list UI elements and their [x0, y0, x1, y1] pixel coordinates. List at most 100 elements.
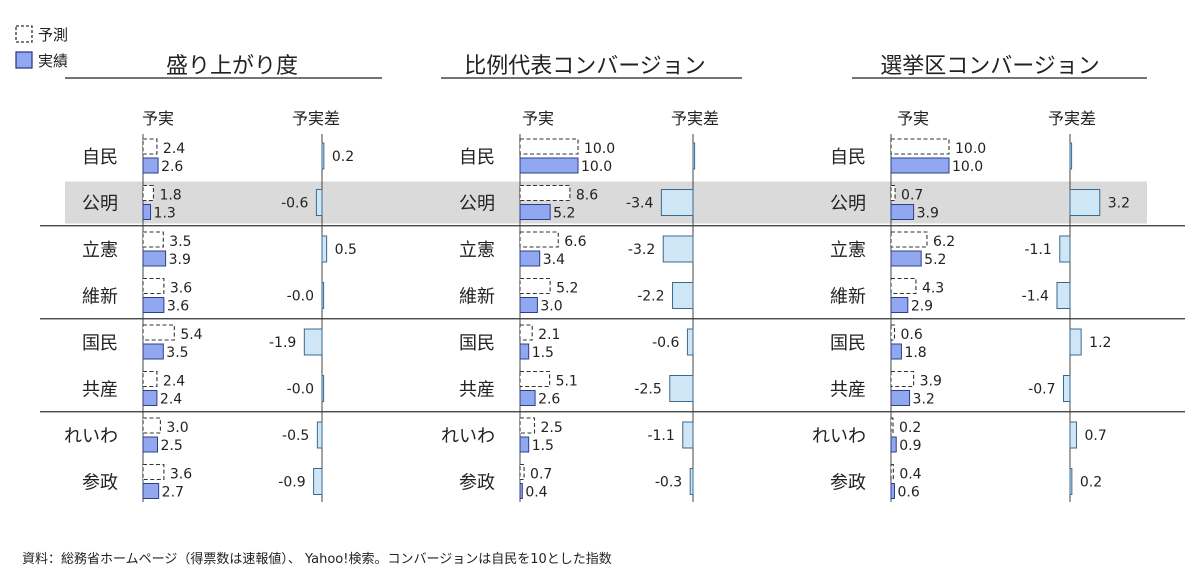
forecast-bar [890, 324, 896, 341]
forecast-value-label: 6.6 [564, 234, 586, 250]
column-header-forecast-actual: 予実 [897, 109, 929, 128]
forecast-bar [142, 324, 175, 341]
difference-bar [315, 189, 323, 216]
difference-value-label: 0.5 [335, 242, 357, 258]
actual-bar [519, 250, 541, 267]
actual-value-label: 1.8 [904, 345, 926, 361]
legend-forecast-label: 予測 [38, 26, 68, 44]
actual-value-label: 5.2 [553, 206, 575, 222]
forecast-bar [519, 184, 571, 202]
difference-bar [662, 235, 694, 263]
panel-title: 比例代表コンバージョン [464, 54, 706, 79]
actual-bar [890, 390, 911, 406]
difference-value-label: -0.3 [655, 475, 682, 491]
difference-value-label: 0.2 [332, 149, 354, 165]
column-header-forecast-actual: 予実 [522, 109, 554, 128]
forecast-bar [890, 277, 917, 295]
actual-value-label: 0.9 [899, 438, 921, 454]
actual-bar [890, 250, 922, 267]
forecast-value-label: 5.2 [556, 281, 578, 297]
difference-value-label: -1.1 [647, 428, 674, 444]
forecast-value-label: 0.7 [530, 467, 552, 483]
actual-bar [890, 297, 909, 313]
difference-bar [321, 235, 328, 263]
forecast-bar [519, 138, 579, 155]
difference-value-label: 3.2 [1108, 196, 1130, 212]
actual-value-label: 3.2 [913, 392, 935, 408]
actual-value-label: 10.0 [952, 159, 983, 175]
difference-value-label: -1.4 [1022, 289, 1049, 305]
difference-value-label: -2.2 [637, 289, 664, 305]
forecast-value-label: 3.6 [170, 281, 192, 297]
forecast-value-label: 3.0 [166, 420, 188, 436]
category-label: 公明 [82, 194, 118, 215]
forecast-value-label: 5.1 [556, 374, 578, 390]
difference-bar [1069, 142, 1073, 170]
forecast-bar [519, 417, 536, 434]
actual-value-label: 3.6 [167, 299, 189, 315]
difference-bar [689, 468, 694, 495]
forecast-bar [142, 370, 158, 388]
difference-value-label: -3.2 [628, 242, 655, 258]
category-label: 国民 [82, 333, 118, 354]
category-label: 参政 [82, 473, 118, 494]
difference-bar [672, 282, 694, 309]
forecast-value-label: 0.7 [901, 188, 923, 204]
legend: 予測 実績 [15, 25, 68, 70]
actual-bar [142, 204, 152, 220]
forecast-value-label: 3.5 [169, 234, 191, 250]
difference-value-label: -0.9 [278, 475, 305, 491]
forecast-value-label: 3.6 [170, 467, 192, 483]
column-header-difference: 予実差 [292, 109, 340, 128]
difference-bar [1056, 282, 1071, 309]
actual-value-label: 0.4 [525, 485, 547, 501]
forecast-bar [519, 324, 533, 341]
category-label: れいわ [812, 426, 866, 447]
category-label: 維新 [82, 287, 118, 308]
difference-bar [1069, 189, 1101, 216]
actual-value-label: 1.5 [532, 345, 554, 361]
forecast-value-label: 0.4 [899, 467, 921, 483]
forecast-value-label: 0.6 [900, 327, 922, 343]
category-label: 国民 [459, 333, 495, 354]
difference-bar [303, 328, 323, 356]
column-header-difference: 予実差 [1048, 109, 1096, 128]
category-label: 公明 [459, 194, 495, 215]
legend-forecast-swatch [15, 25, 33, 43]
forecast-bar [890, 184, 896, 202]
actual-value-label: 2.9 [911, 299, 933, 315]
forecast-bar [519, 231, 559, 248]
category-label: 参政 [459, 473, 495, 494]
forecast-value-label: 5.4 [180, 327, 202, 343]
category-label: 自民 [459, 147, 495, 168]
forecast-bar [890, 463, 894, 481]
column-header-forecast-actual: 予実 [142, 109, 174, 128]
difference-bar [1069, 421, 1078, 449]
difference-value-label: -1.1 [1024, 242, 1051, 258]
highlight-band-komei [65, 181, 1147, 224]
actual-bar [142, 483, 160, 499]
category-label: 維新 [459, 287, 495, 308]
difference-bar [321, 282, 325, 309]
difference-value-label: -0.6 [281, 196, 308, 212]
legend-actual-label: 実績 [38, 52, 68, 70]
column-header-difference: 予実差 [671, 109, 719, 128]
difference-value-label: -0.0 [287, 289, 314, 305]
actual-value-label: 5.2 [924, 252, 946, 268]
actual-bar [142, 250, 167, 267]
difference-value-label: -0.6 [652, 335, 679, 351]
actual-value-label: 2.4 [160, 392, 182, 408]
difference-bar [1062, 375, 1071, 402]
difference-bar [660, 189, 694, 216]
actual-bar [519, 390, 536, 406]
actual-value-label: 0.6 [897, 485, 919, 501]
actual-bar [519, 483, 523, 499]
category-label: 維新 [830, 287, 866, 308]
actual-bar [519, 297, 538, 313]
forecast-value-label: 10.0 [584, 141, 615, 157]
forecast-value-label: 10.0 [955, 141, 986, 157]
actual-value-label: 3.4 [543, 252, 565, 268]
actual-value-label: 2.6 [161, 159, 183, 175]
actual-bar [142, 436, 158, 453]
